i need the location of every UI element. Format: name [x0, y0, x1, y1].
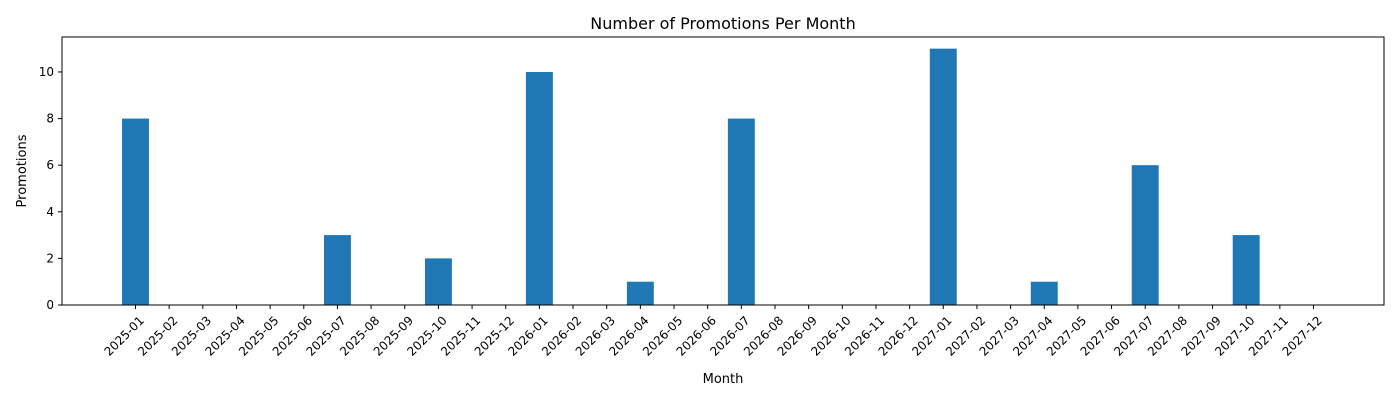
bar-2027-10: [1232, 235, 1260, 305]
bar-2025-07: [323, 235, 351, 305]
x-axis-label: Month: [703, 372, 744, 387]
y-tick-label: 8: [46, 112, 54, 126]
y-tick-label: 0: [46, 298, 54, 312]
bar-2026-07: [727, 118, 755, 305]
bar-2026-01: [525, 71, 553, 306]
x-axis: 2025-012025-022025-032025-042025-052025-…: [101, 305, 1325, 359]
chart-title: Number of Promotions Per Month: [590, 14, 855, 33]
bar-2027-04: [1030, 281, 1058, 305]
y-tick-label: 4: [46, 205, 54, 219]
bar-2026-04: [626, 281, 654, 305]
bar-2027-01: [929, 48, 957, 306]
y-axis: 0 2 4 6 8 10: [39, 65, 62, 312]
y-tick-label: 6: [46, 158, 54, 172]
bars-layer: [122, 48, 1260, 306]
bar-2027-07: [1131, 165, 1159, 305]
y-tick-label: 10: [39, 65, 54, 79]
y-axis-label: Promotions: [15, 134, 30, 207]
y-tick-label: 2: [46, 251, 54, 265]
bar-2025-01: [122, 118, 149, 305]
bar-2025-10: [424, 258, 452, 305]
plot-frame: [61, 36, 1385, 306]
